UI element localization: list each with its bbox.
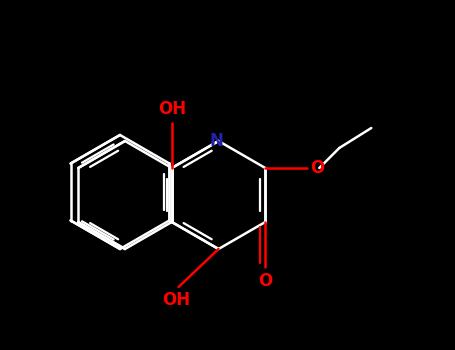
Text: O: O bbox=[310, 159, 324, 177]
Text: OH: OH bbox=[158, 100, 186, 118]
Text: O: O bbox=[258, 272, 273, 290]
Text: OH: OH bbox=[162, 291, 191, 309]
Text: N: N bbox=[210, 132, 223, 150]
